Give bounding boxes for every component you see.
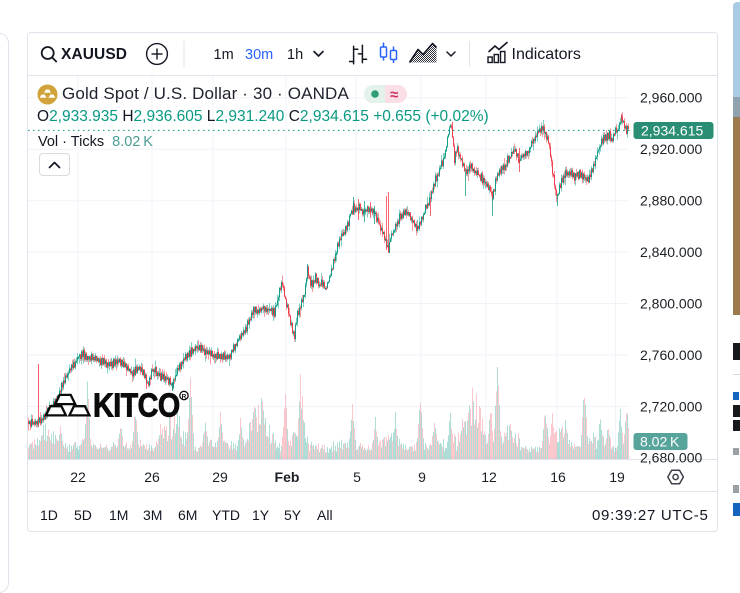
svg-text:2,800.000: 2,800.000 (640, 295, 702, 311)
svg-text:12: 12 (481, 469, 497, 485)
svg-text:26: 26 (144, 469, 160, 485)
svg-text:R: R (182, 393, 187, 400)
svg-text:9: 9 (418, 469, 426, 485)
svg-text:8.02 K: 8.02 K (640, 434, 680, 450)
svg-text:5: 5 (353, 469, 361, 485)
svg-text:2,720.000: 2,720.000 (640, 398, 702, 414)
svg-text:2,840.000: 2,840.000 (640, 244, 702, 260)
svg-text:2,880.000: 2,880.000 (640, 193, 702, 209)
svg-text:2,760.000: 2,760.000 (640, 347, 702, 363)
svg-text:22: 22 (70, 469, 86, 485)
svg-text:16: 16 (550, 469, 566, 485)
svg-text:29: 29 (212, 469, 228, 485)
svg-text:KITCO: KITCO (93, 387, 180, 424)
svg-text:19: 19 (609, 469, 625, 485)
svg-text:2,920.000: 2,920.000 (640, 141, 702, 157)
svg-text:2,960.000: 2,960.000 (640, 90, 702, 106)
svg-text:≈: ≈ (390, 87, 398, 104)
svg-text:2,934.615: 2,934.615 (641, 122, 703, 138)
svg-text:2,680.000: 2,680.000 (640, 449, 702, 465)
svg-text:Feb: Feb (275, 469, 300, 485)
